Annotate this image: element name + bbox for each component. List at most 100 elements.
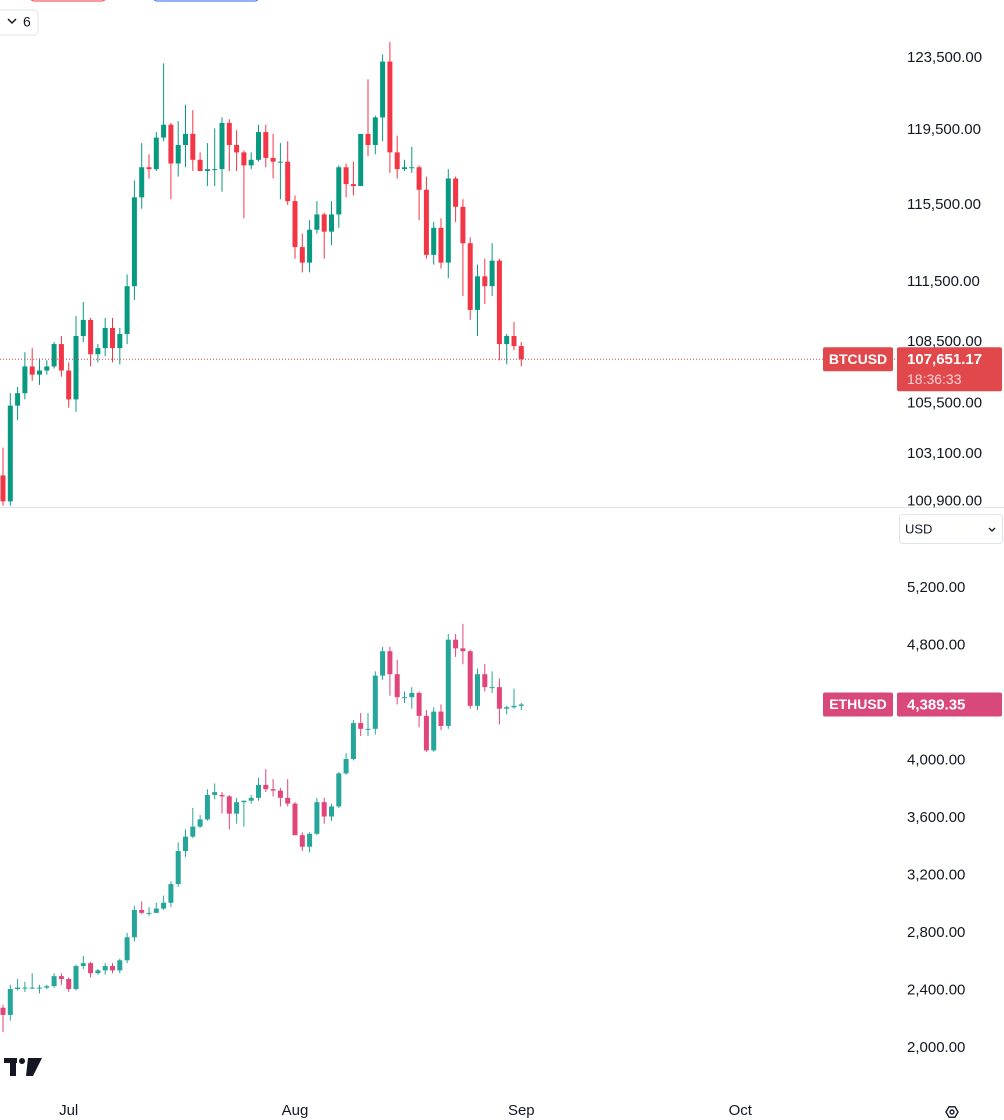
- candle-body: [496, 260, 502, 345]
- candle-body: [511, 705, 517, 708]
- candle-body: [511, 335, 517, 347]
- candle-body: [88, 963, 94, 974]
- candle-body: [270, 157, 276, 162]
- candle-body: [402, 167, 407, 170]
- candle-body: [416, 167, 422, 190]
- btc-pane: [0, 42, 896, 506]
- eth-pane: [0, 623, 524, 1033]
- x-tick-label: Aug: [282, 1102, 309, 1119]
- dropdown-box[interactable]: [899, 514, 1003, 544]
- candle-body: [423, 189, 429, 255]
- x-tick-label: Jul: [59, 1102, 78, 1119]
- candle-body: [146, 167, 152, 170]
- candle-body: [489, 687, 495, 689]
- collapse-badge[interactable]: 6: [0, 9, 39, 36]
- logo-part: [26, 1058, 42, 1076]
- candle-body: [146, 912, 152, 914]
- candle-body: [183, 836, 188, 852]
- candle-body: [372, 117, 378, 145]
- candle-body: [197, 159, 203, 171]
- candle-body: [292, 803, 298, 836]
- candle-body: [7, 989, 13, 1015]
- candle-body: [175, 851, 181, 885]
- candle-body: [394, 152, 400, 170]
- settings-icon[interactable]: [945, 1106, 959, 1118]
- candle-body: [314, 214, 320, 230]
- candle-body: [197, 819, 203, 827]
- candle-body: [95, 348, 101, 355]
- candle-body: [51, 344, 57, 367]
- candle-body: [66, 370, 72, 400]
- candle-body: [372, 675, 378, 729]
- candle-body: [329, 214, 334, 232]
- candle-body: [234, 802, 240, 814]
- candle-body: [336, 773, 342, 807]
- candle-body: [321, 802, 327, 817]
- last-price-box: [897, 347, 1002, 392]
- candle-body: [124, 937, 130, 961]
- y-tick-label: 103,100.00: [907, 445, 982, 462]
- last-price-label: 4,389.35: [907, 696, 965, 713]
- currency-dropdown[interactable]: USD: [899, 514, 1003, 544]
- candle-body: [438, 227, 444, 263]
- candle-body: [7, 405, 13, 502]
- candle-body: [241, 152, 247, 166]
- candle-body: [183, 133, 188, 145]
- candle-body: [496, 687, 502, 709]
- candle-body: [204, 169, 210, 171]
- candle-body: [37, 370, 42, 375]
- candle-body: [482, 276, 488, 287]
- candle-body: [15, 987, 21, 990]
- candle-body: [22, 366, 28, 394]
- candle-body: [117, 960, 123, 971]
- x-tick-label: Sep: [508, 1102, 535, 1119]
- y-tick-label: 5,200.00: [907, 579, 965, 596]
- candle-body: [131, 197, 137, 287]
- y-tick-label: 4,800.00: [907, 636, 965, 653]
- candle-body: [285, 161, 291, 202]
- toolbar-button-fragment[interactable]: [30, 0, 106, 2]
- candle-body: [350, 184, 356, 187]
- candle-body: [102, 327, 108, 349]
- symbol-name: ETHUSD: [829, 696, 887, 712]
- candle-body: [365, 133, 371, 145]
- candle-body: [161, 902, 167, 909]
- candle-body: [380, 61, 386, 118]
- badge-chevron: [7, 18, 17, 25]
- candle-body: [58, 344, 64, 371]
- candle-body: [212, 169, 218, 171]
- dropdown-chevron: [988, 527, 996, 532]
- candle-body: [131, 909, 137, 938]
- candle-body: [44, 366, 50, 371]
- candle-body: [343, 759, 349, 774]
- badge-box[interactable]: [0, 9, 39, 36]
- candle-body: [117, 333, 123, 349]
- candle-body: [475, 674, 480, 706]
- y-tick-label: 100,900.00: [907, 492, 982, 509]
- badge-count: 6: [23, 14, 31, 30]
- y-tick-label: 2,800.00: [907, 924, 965, 941]
- candle-body: [445, 178, 451, 263]
- candle-body: [285, 797, 291, 804]
- candle-body: [467, 651, 473, 706]
- candle-body: [504, 707, 510, 709]
- candle-body: [219, 794, 225, 797]
- candle-body: [66, 978, 72, 990]
- y-tick-label: 105,500.00: [907, 395, 982, 412]
- candle-body: [329, 806, 334, 817]
- y-tick-label: 3,200.00: [907, 866, 965, 883]
- toolbar-button-fragment[interactable]: [153, 0, 259, 2]
- candle-body: [518, 704, 524, 706]
- candle-body: [0, 475, 6, 502]
- settings-hex[interactable]: [945, 1106, 959, 1118]
- candle-body: [44, 986, 50, 988]
- candle-body: [358, 133, 364, 187]
- symbol-tag: [823, 347, 893, 372]
- candle-body: [161, 124, 167, 138]
- candle-body: [277, 790, 283, 798]
- candle-body: [489, 260, 495, 287]
- candle-body: [270, 789, 276, 791]
- y-tick-label: 4,000.00: [907, 751, 965, 768]
